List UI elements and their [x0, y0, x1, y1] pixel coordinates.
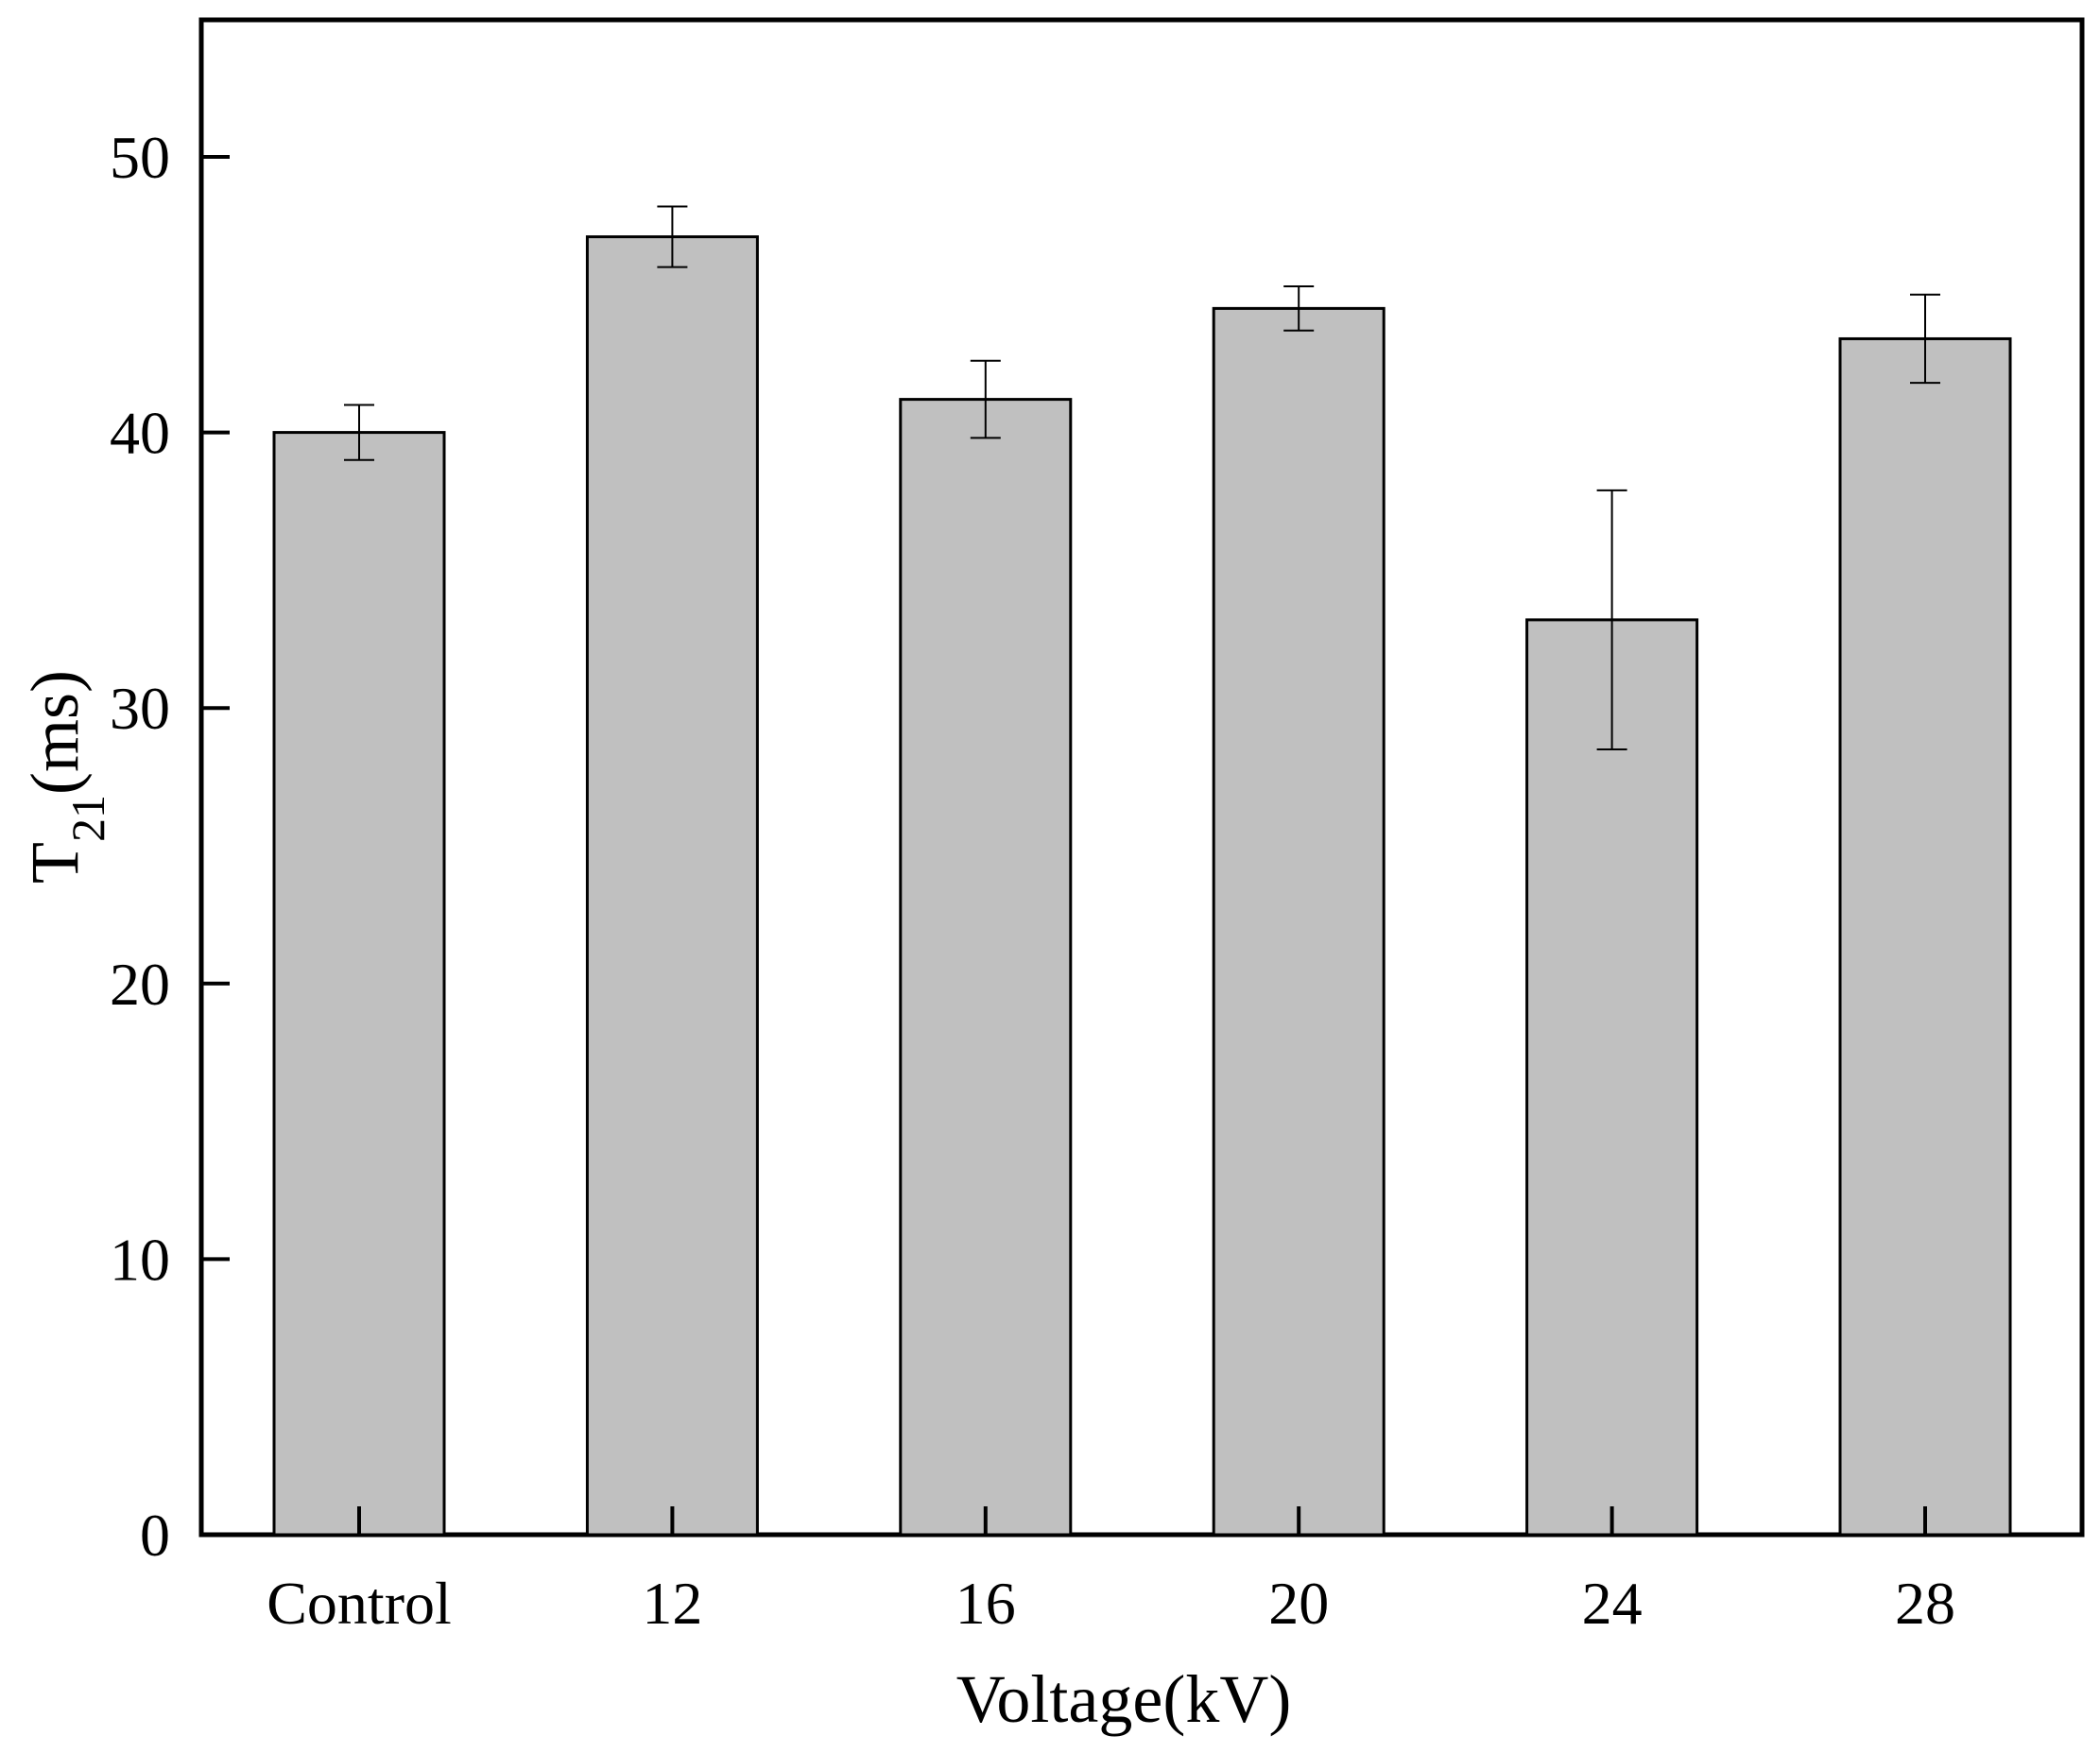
x-axis-ticks: Control 12 16 20 24 28 [267, 1506, 1955, 1637]
bar-control [272, 431, 446, 1537]
bar-16 [899, 398, 1073, 1537]
y-axis-title-unit: (ms) [17, 670, 93, 795]
y-axis-title: T21(ms) [17, 670, 114, 884]
plot-frame [198, 17, 2085, 1538]
y-tick-label: 30 [110, 675, 170, 742]
bars-layer [272, 235, 2012, 1537]
x-tick-label: 12 [642, 1570, 702, 1637]
y-tick-label: 10 [110, 1226, 170, 1293]
y-axis-title-main: T [17, 842, 93, 884]
y-tick-label: 0 [140, 1502, 170, 1569]
y-axis-title-subscript: 21 [61, 795, 114, 842]
error-bars-layer [344, 205, 1940, 750]
bar-12 [585, 235, 759, 1537]
y-tick-label: 20 [110, 951, 170, 1018]
bar-24 [1525, 618, 1699, 1537]
bar-20 [1212, 306, 1386, 1537]
bar-28 [1838, 336, 2012, 1537]
x-tick-label: 20 [1268, 1570, 1329, 1637]
y-tick-label: 50 [110, 124, 170, 191]
x-tick-label: 16 [955, 1570, 1016, 1637]
x-tick-label: 28 [1895, 1570, 1955, 1637]
x-tick-label: Control [267, 1570, 452, 1637]
y-tick-label: 40 [110, 400, 170, 467]
y-axis-ticks: 0 10 20 30 40 50 [110, 124, 230, 1569]
x-axis-title: Voltage(kV) [956, 1661, 1292, 1737]
x-tick-label: 24 [1582, 1570, 1643, 1637]
